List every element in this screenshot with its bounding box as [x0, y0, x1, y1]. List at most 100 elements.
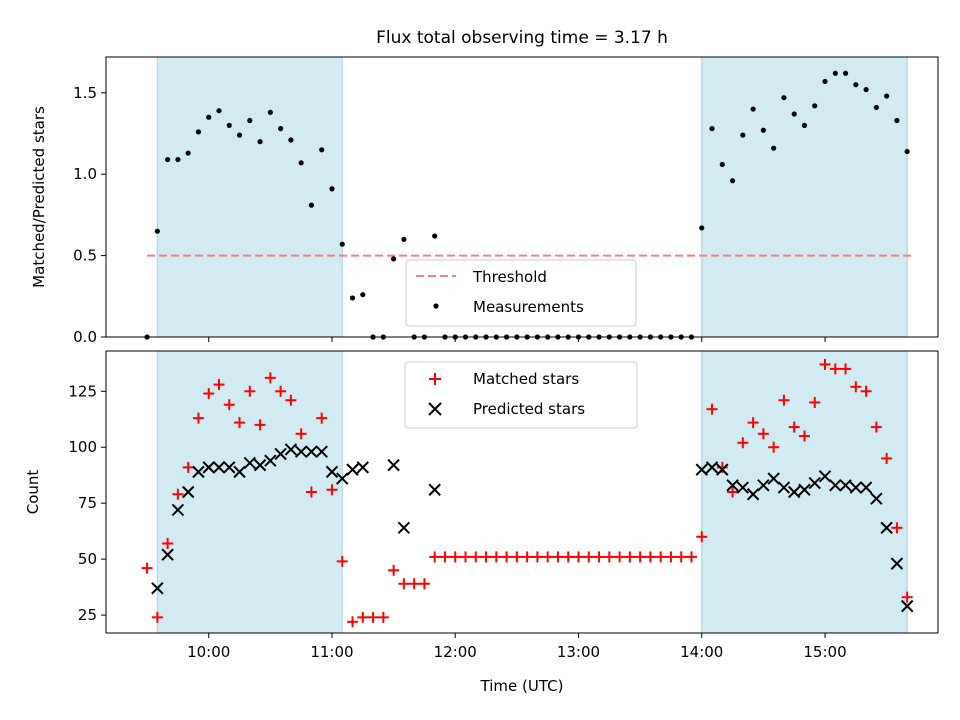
matched-star-point — [860, 385, 872, 397]
predicted-star-point — [716, 463, 729, 476]
matched-star-point — [798, 430, 810, 442]
matched-star-point — [624, 551, 636, 563]
matched-star-point — [429, 551, 441, 563]
measurement-point — [175, 156, 181, 163]
top-x-ticks — [208, 337, 826, 342]
bottom-y-ticks: 25 50 75 100 125 — [68, 382, 106, 624]
top-shaded-regions — [156, 57, 908, 337]
x-tick-label: 11:00 — [310, 643, 353, 661]
measurement-point — [781, 95, 787, 101]
matched-star-point — [655, 551, 667, 563]
matched-star-point — [326, 484, 338, 496]
measurement-point — [267, 109, 273, 115]
measurement-point — [226, 122, 232, 128]
matched-star-point — [521, 551, 533, 563]
matched-star-point — [460, 551, 472, 563]
matched-star-point — [449, 551, 461, 563]
measurement-point — [195, 129, 202, 135]
matched-star-point — [665, 551, 677, 563]
measurement-point — [247, 117, 253, 124]
matched-star-point — [254, 419, 266, 431]
matched-star-point — [706, 403, 718, 415]
matched-star-point — [295, 428, 307, 440]
matched-star-point — [757, 428, 769, 440]
predicted-star-point — [202, 461, 215, 474]
predicted-stars-series — [151, 443, 914, 613]
matched-star-point — [778, 394, 790, 406]
measurement-point — [401, 236, 407, 242]
predicted-star-point — [705, 461, 719, 474]
predicted-star-point — [243, 456, 257, 470]
matched-star-point — [685, 551, 697, 563]
measurements-legend-label: Measurements — [473, 298, 584, 316]
measurement-point — [432, 233, 438, 239]
matched-star-point — [480, 551, 492, 563]
matched-star-point — [675, 551, 687, 563]
matched-star-point — [501, 551, 513, 563]
top-y-tick-label: 0.0 — [73, 328, 97, 346]
matched-star-point — [490, 551, 502, 563]
x-tick-label: 15:00 — [803, 643, 846, 661]
measurements-series — [144, 70, 910, 340]
measurement-point — [822, 78, 828, 85]
matched-star-point — [234, 417, 246, 429]
matched-star-point — [644, 551, 656, 563]
measurement-point — [729, 178, 736, 184]
predicted-star-point — [428, 483, 441, 496]
predicted-star-point — [839, 479, 852, 492]
matched-star-point — [203, 388, 215, 400]
predicted-star-point — [726, 479, 739, 492]
measurement-point — [288, 137, 294, 143]
matched-star-point — [583, 551, 595, 563]
x-tick-label: 14:00 — [680, 643, 723, 661]
measurement-point — [740, 132, 746, 138]
predicted-star-point — [387, 458, 400, 472]
predicted-star-point — [829, 479, 842, 492]
predicted-star-point — [818, 470, 832, 483]
matched-star-point — [572, 551, 584, 563]
matched-star-point — [141, 562, 153, 574]
matched-star-point — [552, 551, 564, 563]
matched-star-point — [172, 488, 184, 500]
predicted-star-point — [305, 445, 318, 458]
matched-star-point — [840, 363, 852, 375]
predicted-star-point — [151, 582, 164, 595]
matched-star-point — [275, 385, 287, 397]
measurement-point — [319, 147, 325, 153]
matched-star-point — [162, 537, 174, 549]
predicted-star-point — [223, 461, 236, 474]
top-y-tick-label: 0.5 — [73, 247, 97, 265]
measurement-point — [298, 160, 304, 166]
predicted-star-point — [212, 461, 226, 474]
measurement-point — [771, 145, 777, 151]
matched-star-point — [531, 551, 543, 563]
measurement-point — [750, 106, 756, 112]
predicted-star-point — [315, 445, 328, 458]
predicted-star-point — [233, 465, 246, 479]
predicted-star-point — [274, 447, 287, 461]
matched-star-point — [388, 564, 400, 576]
matched-star-point — [819, 358, 831, 370]
measurement-point — [709, 126, 715, 132]
measurement-point — [185, 150, 191, 156]
matched-star-point — [244, 385, 256, 397]
measurement-point — [791, 111, 797, 117]
matched-star-point — [747, 417, 759, 429]
measurement-point — [236, 132, 243, 138]
matched-star-point — [347, 616, 359, 628]
matched-star-point — [891, 522, 903, 534]
top-axes-frame — [105, 56, 939, 338]
measurement-point — [391, 256, 397, 262]
threshold-legend-label: Threshold — [472, 268, 547, 286]
bottom-y-tick-label: 25 — [78, 606, 97, 624]
matched-star-point — [182, 461, 194, 473]
predicted-star-point — [849, 481, 863, 494]
top-shaded-region-1 — [701, 57, 908, 337]
measurement-point — [206, 114, 212, 120]
matched-star-point — [788, 421, 800, 433]
matched-legend-swatch — [429, 373, 441, 385]
measurement-point — [308, 202, 315, 208]
matched-star-point — [542, 551, 554, 563]
matched-star-point — [213, 379, 225, 391]
